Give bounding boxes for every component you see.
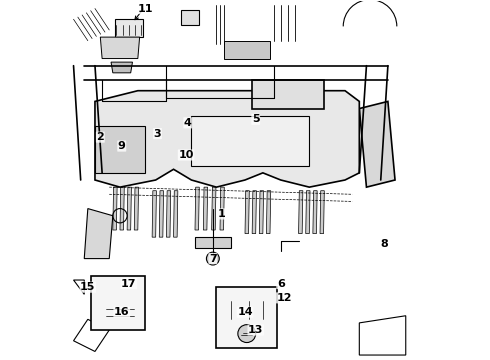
Polygon shape: [167, 191, 171, 237]
Polygon shape: [267, 191, 270, 234]
Text: 7: 7: [209, 253, 217, 264]
Polygon shape: [220, 187, 224, 230]
Polygon shape: [212, 187, 216, 230]
Polygon shape: [100, 37, 140, 59]
Polygon shape: [203, 187, 208, 230]
Circle shape: [238, 325, 256, 342]
Polygon shape: [359, 102, 395, 187]
Polygon shape: [320, 191, 324, 234]
Bar: [92, 276, 145, 330]
Polygon shape: [306, 191, 310, 234]
Bar: [181, 10, 198, 24]
Text: 12: 12: [276, 293, 292, 303]
Bar: [115, 19, 143, 37]
Polygon shape: [159, 191, 164, 237]
Polygon shape: [259, 191, 264, 234]
Text: 6: 6: [277, 279, 285, 289]
Polygon shape: [127, 187, 131, 230]
Polygon shape: [245, 191, 249, 234]
Text: 4: 4: [184, 118, 192, 128]
Polygon shape: [195, 237, 231, 248]
Polygon shape: [84, 208, 113, 258]
Polygon shape: [298, 191, 303, 234]
Text: 9: 9: [118, 141, 126, 151]
Polygon shape: [120, 187, 124, 230]
Polygon shape: [111, 62, 132, 73]
Polygon shape: [313, 191, 317, 234]
Polygon shape: [95, 91, 359, 187]
Text: 16: 16: [114, 307, 129, 317]
Bar: [217, 287, 277, 348]
Polygon shape: [173, 191, 178, 237]
Text: 17: 17: [121, 279, 137, 289]
Text: 14: 14: [237, 307, 253, 317]
Polygon shape: [113, 187, 117, 230]
Polygon shape: [252, 80, 323, 109]
Polygon shape: [192, 116, 309, 166]
Polygon shape: [223, 41, 270, 59]
Text: 1: 1: [218, 209, 226, 219]
Polygon shape: [134, 187, 139, 230]
Polygon shape: [195, 187, 199, 230]
Text: 10: 10: [178, 150, 194, 160]
Polygon shape: [95, 126, 145, 173]
Text: 3: 3: [154, 129, 161, 139]
Polygon shape: [252, 191, 256, 234]
Text: 8: 8: [380, 239, 388, 249]
Text: 2: 2: [97, 132, 104, 142]
Text: 5: 5: [252, 114, 260, 124]
Circle shape: [206, 252, 220, 265]
Text: 13: 13: [248, 325, 264, 335]
Text: 15: 15: [80, 282, 96, 292]
Polygon shape: [152, 191, 156, 237]
Text: 11: 11: [137, 4, 153, 14]
